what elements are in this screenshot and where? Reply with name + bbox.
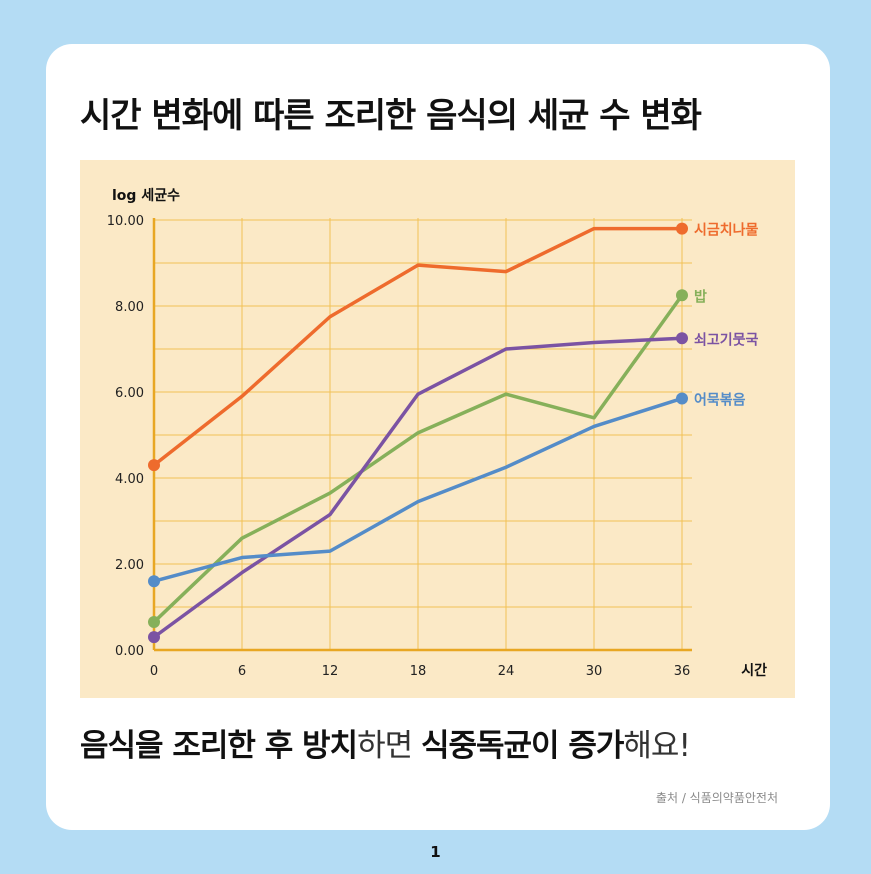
- line-chart: 0.00 2.00 4.00 6.00 8.00 10.00 0 6 12 18 24 30 36 log…: [107, 188, 767, 679]
- x-tick-label: 6: [238, 664, 246, 679]
- y-tick-label: 4.00: [115, 472, 144, 487]
- caption-part-1: 음식을 조리한 후 방치: [80, 728, 358, 764]
- x-tick-label: 24: [498, 664, 515, 679]
- y-tick-label: 0.00: [115, 644, 144, 659]
- data-point: [148, 616, 160, 629]
- caption-part-4: 해요!: [623, 728, 690, 764]
- y-axis-title: log 세균수: [112, 188, 180, 204]
- y-tick-label: 6.00: [115, 386, 144, 401]
- data-point: [148, 575, 160, 588]
- caption: 음식을 조리한 후 방치하면 식중독균이 증가해요!: [80, 720, 691, 765]
- page-title: 시간 변화에 따른 조리한 음식의 세균 수 변화: [80, 96, 702, 136]
- data-point: [148, 459, 160, 472]
- source-credit: 출처 / 식품의약품안전처: [655, 791, 778, 805]
- data-point: [676, 392, 688, 405]
- data-point: [676, 222, 688, 235]
- y-tick-label: 2.00: [115, 558, 144, 573]
- series-label: 쇠고기뭇국: [694, 332, 759, 348]
- y-tick-label: 10.00: [107, 214, 144, 229]
- series-label: 밥: [694, 288, 707, 305]
- page-number: 1: [430, 843, 441, 861]
- caption-part-2: 하면: [357, 728, 421, 764]
- series-line: [152, 293, 684, 624]
- x-tick-label: 30: [586, 664, 603, 679]
- series-label: 시금치나물: [694, 223, 759, 239]
- x-tick-label: 0: [150, 664, 158, 679]
- series-line: [152, 396, 684, 583]
- y-tick-label: 8.00: [115, 300, 144, 315]
- x-axis-title: 시간: [741, 662, 767, 679]
- series-line: [152, 336, 684, 639]
- caption-part-3: 식중독균이 증가: [420, 728, 624, 764]
- data-point: [676, 289, 688, 302]
- series-line: [152, 226, 684, 467]
- chart-panel: 0.00 2.00 4.00 6.00 8.00 10.00 0 6 12 18 24 30 36 log…: [80, 160, 795, 698]
- data-point: [676, 332, 688, 345]
- data-point: [148, 631, 160, 644]
- x-tick-label: 36: [674, 664, 691, 679]
- x-tick-label: 18: [410, 664, 427, 679]
- x-tick-label: 12: [322, 664, 339, 679]
- series-label: 어묵볶음: [694, 391, 746, 408]
